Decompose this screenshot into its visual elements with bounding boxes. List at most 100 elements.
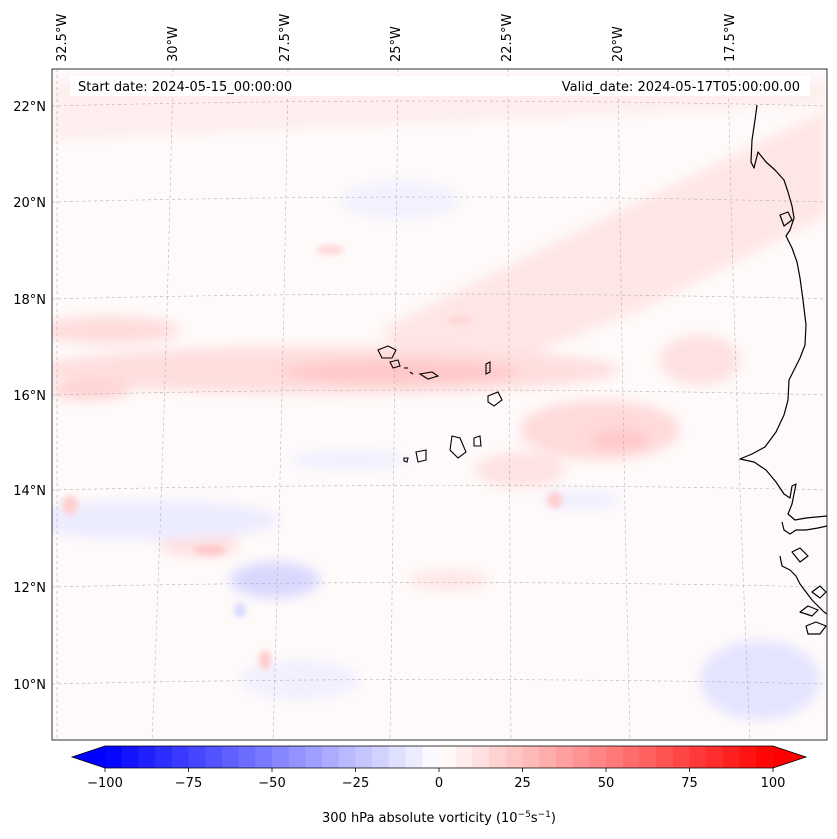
gridline-lat-10 [52, 679, 827, 685]
island-sao-vicente [389, 359, 401, 369]
coast-islands-2 [799, 605, 819, 617]
colorbar-tick-label: −25 [342, 776, 369, 791]
lat-label: 12°N [13, 581, 46, 596]
colorbar-cell [305, 746, 323, 768]
colorbar-cell [689, 746, 707, 768]
colorbar-tick-label: 50 [598, 776, 615, 791]
island-sao-nicolau [418, 371, 440, 380]
lon-label: 30°W [166, 26, 181, 62]
vorticity-small-blob [446, 315, 474, 325]
colorbar-cell [539, 746, 557, 768]
colorbar-tick-label: −75 [175, 776, 202, 791]
vorticity-small-blob [62, 495, 78, 515]
colorbar-tick-label: −100 [87, 776, 123, 791]
colorbar-cell [355, 746, 373, 768]
colorbar-cell [739, 746, 757, 768]
vorticity-zonal-core [280, 360, 520, 384]
colorbar-cell [272, 746, 290, 768]
colorbar-cell [489, 746, 507, 768]
colorbar-tick-label: 75 [681, 776, 698, 791]
colorbar-cell [522, 746, 540, 768]
lon-label: 17.5°W [723, 14, 738, 62]
gridline-lat-12 [52, 582, 827, 588]
island-santiago [449, 435, 467, 459]
colorbar-cell [622, 746, 640, 768]
colorbar-cell [639, 746, 657, 768]
colorbar-tick-label: 25 [514, 776, 531, 791]
coast-islands-1 [791, 547, 809, 563]
colorbar-cell [238, 746, 256, 768]
colorbar-cell [205, 746, 223, 768]
latitude-labels: 22°N 20°N 18°N 16°N 14°N 12°N 10°N [13, 100, 46, 693]
vorticity-small-blob [234, 602, 246, 618]
colorbar-cell [439, 746, 457, 768]
lon-label: 27.5°W [278, 14, 293, 62]
vorticity-small-blob [547, 492, 563, 508]
colorbar-cell [171, 746, 190, 768]
coast-guinea-bissau [779, 555, 827, 615]
colorbar-cell [138, 746, 156, 768]
cape-verde-islands [377, 345, 503, 463]
vorticity-small-blob [259, 650, 271, 670]
colorbar-cell [756, 746, 774, 768]
colorbar-ticks: −100 −75 −50 −25 0 25 50 75 100 [87, 768, 785, 791]
vorticity-blob-west [52, 380, 130, 400]
vorticity-blob-central [475, 452, 565, 488]
vorticity-negative-north [340, 180, 460, 220]
island-brava [403, 457, 409, 463]
colorbar-cell [656, 746, 674, 768]
start-date-label: Start date: 2024-05-15_00:00:00 [78, 80, 292, 95]
colorbar-cell [672, 746, 691, 768]
colorbar-cell [155, 746, 173, 768]
island-fogo [415, 449, 427, 463]
lat-label: 18°N [13, 293, 46, 308]
vorticity-small-blobs [62, 245, 563, 670]
colorbar-cell [555, 746, 574, 768]
colorbar-cell [505, 746, 524, 768]
colorbar-cell [255, 746, 273, 768]
vorticity-negative-band [52, 500, 280, 540]
colorbar-cell [288, 746, 306, 768]
colorbar-cell [221, 746, 240, 768]
map-panel: Start date: 2024-05-15_00:00:00 Valid_da… [51, 68, 828, 741]
colorbar-cell [338, 746, 357, 768]
colorbar-cell [322, 746, 340, 768]
coast-islands-4 [811, 585, 827, 599]
lon-label: 32.5°W [55, 14, 70, 62]
lat-label: 10°N [13, 678, 46, 693]
colorbar-cell [188, 746, 206, 768]
colorbar-cell [422, 746, 440, 768]
island-sal [485, 361, 491, 375]
vorticity-blob-east-core [590, 430, 650, 450]
lat-label: 22°N [13, 100, 46, 115]
colorbar-cell [105, 746, 123, 768]
colorbar-cell [388, 746, 407, 768]
colorbar-tick-label: 0 [435, 776, 443, 791]
coast-gambia-senegal [781, 521, 827, 535]
lon-label: 25°W [389, 26, 404, 62]
colorbar-cell [405, 746, 423, 768]
map-frame [51, 68, 828, 741]
island-santo-antao [377, 345, 397, 359]
date-info-box [70, 76, 810, 96]
vorticity-negative-east [700, 640, 820, 720]
longitude-labels: 32.5°W 30°W 27.5°W 25°W 22.5°W 20°W 17.5… [55, 14, 738, 62]
vorticity-blob-coast [660, 335, 740, 385]
vorticity-blob-east [520, 400, 680, 460]
colorbar-cell [572, 746, 590, 768]
colorbar-cells [105, 746, 774, 768]
colorbar-cell [706, 746, 724, 768]
colorbar-cell [472, 746, 490, 768]
colorbar-cell [606, 746, 624, 768]
gridline-lat-14 [52, 485, 827, 491]
colorbar-cell [722, 746, 741, 768]
lon-label: 20°W [611, 26, 626, 62]
gridline-lat-22 [52, 100, 827, 107]
colorbar-cell [372, 746, 390, 768]
gridlines [52, 69, 827, 740]
vorticity-small-blob [316, 245, 344, 255]
island-maio [473, 435, 482, 447]
colorbar-tick-label: 100 [761, 776, 786, 791]
lat-label: 14°N [13, 484, 46, 499]
gridline-lat-18 [52, 293, 827, 300]
